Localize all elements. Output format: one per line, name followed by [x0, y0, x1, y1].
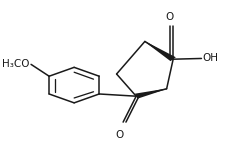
Text: O: O — [116, 130, 124, 140]
Polygon shape — [145, 41, 176, 61]
Polygon shape — [135, 89, 167, 99]
Text: H₃CO: H₃CO — [3, 59, 30, 69]
Text: OH: OH — [202, 53, 219, 63]
Text: O: O — [166, 12, 174, 22]
